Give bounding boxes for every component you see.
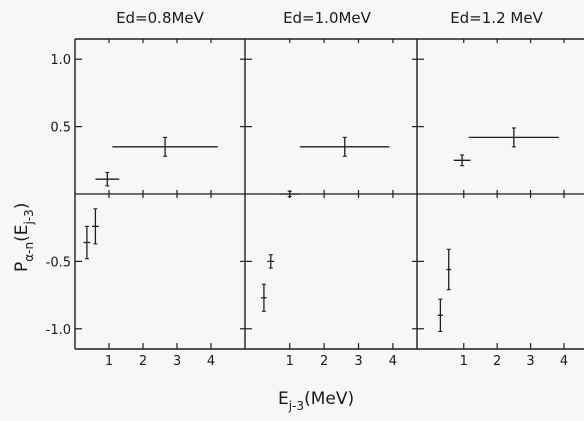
data-point — [83, 225, 91, 260]
data-point — [261, 283, 267, 312]
x-axis-label-sub: j-3 — [288, 399, 304, 413]
data-point — [468, 127, 559, 148]
panel-title: Ed=1.0MeV — [283, 9, 372, 27]
x-tick-label: 2 — [320, 354, 328, 369]
x-tick-label: 2 — [493, 354, 501, 369]
x-axis-label-rest: (MeV) — [304, 389, 354, 409]
panel-1: -1.0 -0.5 0.5 1.0 1 2 3 4 Ed=0.8MeV — [46, 9, 245, 369]
data-point — [300, 136, 390, 157]
y-axis-label-paren-sub: j-3 — [22, 209, 36, 225]
x-tick-label: 4 — [560, 354, 568, 369]
x-tick-label: 1 — [105, 354, 113, 369]
y-axis-label-paren: (E — [12, 225, 32, 242]
x-tick-label: 3 — [354, 354, 362, 369]
data-point — [92, 208, 99, 245]
y-axis-label-sub: α-n — [22, 242, 36, 262]
data-point — [267, 254, 275, 269]
data-point — [95, 171, 120, 187]
data-point — [437, 298, 444, 333]
x-tick-label: 3 — [526, 354, 534, 369]
data-point — [453, 154, 471, 167]
data-point — [112, 136, 218, 157]
panel-title: Ed=0.8MeV — [116, 9, 205, 27]
y-axis-label: Pα-n(Ej-3) — [12, 203, 36, 272]
y-tick-label: 1.0 — [50, 53, 71, 68]
y-tick-label: -0.5 — [46, 255, 71, 270]
data-point — [279, 190, 301, 198]
x-axis-label-main: E — [278, 389, 289, 409]
x-tick-label: 1 — [286, 354, 294, 369]
data-point — [446, 248, 452, 291]
panel-3: 1 2 3 4 Ed=1.2 MeV — [416, 9, 584, 369]
x-axis-label: Ej-3(MeV) — [278, 389, 354, 413]
y-axis-label-main: P — [12, 262, 32, 272]
x-tick-label: 4 — [389, 354, 397, 369]
y-tick-label: -1.0 — [46, 323, 71, 338]
x-tick-label: 3 — [173, 354, 181, 369]
y-tick-label: 0.5 — [50, 121, 71, 136]
panel-2: 1 2 3 4 Ed=1.0MeV — [244, 9, 417, 369]
x-tick-label: 2 — [139, 354, 147, 369]
panel-title: Ed=1.2 MeV — [450, 9, 543, 27]
y-axis-label-close: ) — [12, 203, 32, 210]
x-tick-label: 4 — [207, 354, 215, 369]
panels: -1.0 -0.5 0.5 1.0 1 2 3 4 Ed=0.8MeV 1 2 3 4 Ed=1.0MeV… — [46, 9, 584, 369]
x-tick-label: 1 — [460, 354, 468, 369]
